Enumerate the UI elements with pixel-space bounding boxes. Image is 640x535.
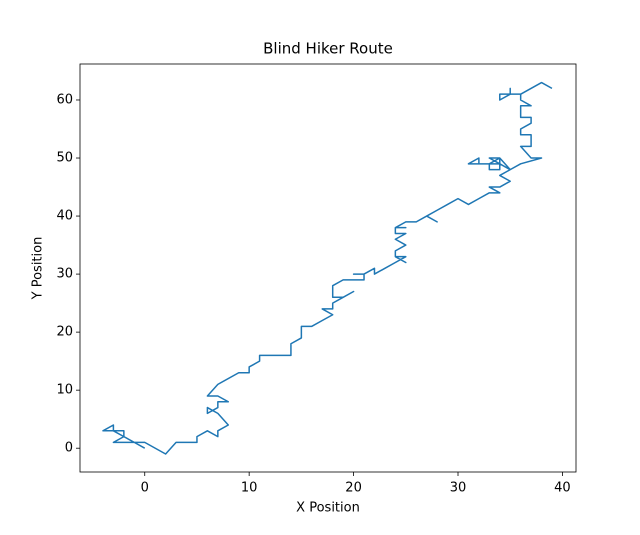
x-tick-label: 20 bbox=[345, 481, 362, 496]
y-tick-label: 30 bbox=[56, 267, 73, 282]
x-tick-label: 0 bbox=[141, 481, 149, 496]
x-axis-label: X Position bbox=[296, 501, 360, 516]
x-tick-label: 30 bbox=[450, 481, 467, 496]
chart-title: Blind Hiker Route bbox=[263, 40, 393, 58]
x-tick-label: 40 bbox=[554, 481, 571, 496]
route-line bbox=[102, 81, 553, 455]
y-tick-label: 10 bbox=[56, 383, 73, 398]
y-tick-label: 60 bbox=[56, 92, 73, 107]
y-tick-label: 50 bbox=[56, 151, 73, 166]
y-tick-label: 20 bbox=[56, 325, 73, 340]
y-tick-label: 0 bbox=[65, 441, 73, 456]
y-tick-label: 40 bbox=[56, 209, 73, 224]
axes-frame bbox=[79, 63, 577, 473]
x-tick-label: 10 bbox=[241, 481, 258, 496]
y-axis-label: Y Position bbox=[31, 237, 46, 301]
